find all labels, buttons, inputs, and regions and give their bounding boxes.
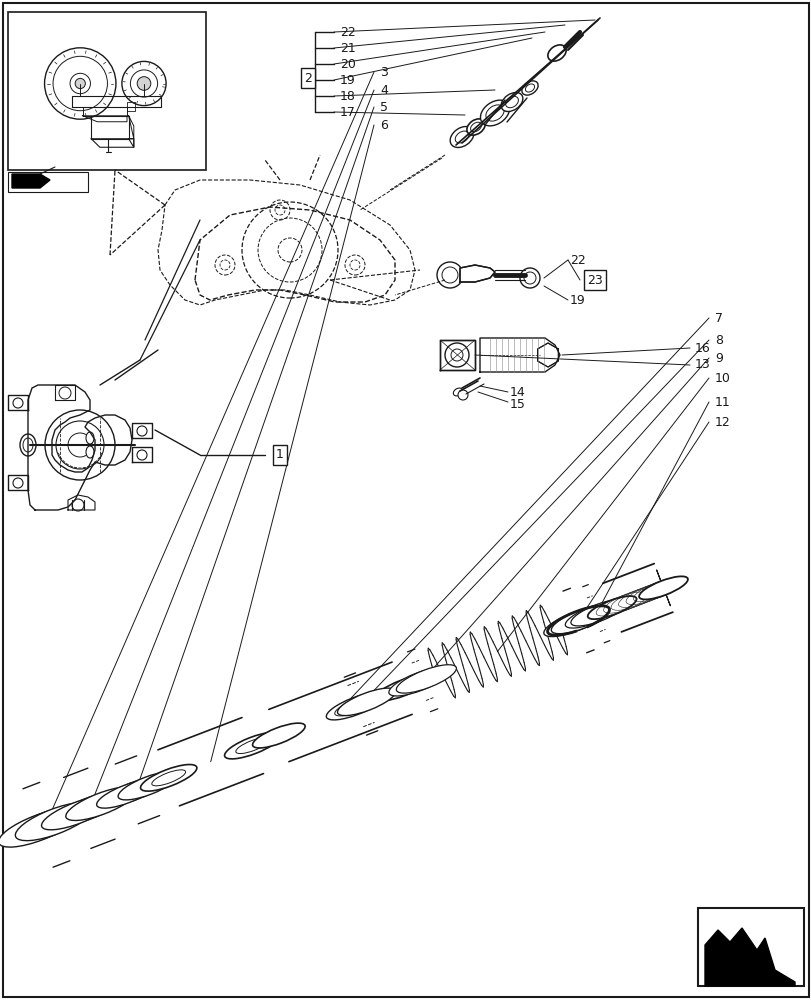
Polygon shape bbox=[28, 385, 132, 510]
Ellipse shape bbox=[252, 723, 305, 748]
Text: 21: 21 bbox=[340, 42, 355, 55]
Ellipse shape bbox=[564, 601, 621, 628]
Ellipse shape bbox=[97, 780, 157, 808]
Ellipse shape bbox=[30, 818, 61, 832]
Ellipse shape bbox=[500, 92, 522, 112]
Ellipse shape bbox=[453, 388, 462, 396]
Text: 17: 17 bbox=[340, 106, 355, 119]
Text: 5: 5 bbox=[380, 101, 388, 114]
Ellipse shape bbox=[118, 772, 178, 800]
Text: 18: 18 bbox=[340, 90, 355, 103]
Circle shape bbox=[75, 78, 85, 89]
Polygon shape bbox=[479, 338, 560, 372]
Ellipse shape bbox=[114, 780, 158, 801]
Polygon shape bbox=[12, 174, 50, 188]
Circle shape bbox=[72, 499, 84, 511]
Ellipse shape bbox=[12, 809, 79, 841]
Polygon shape bbox=[440, 340, 474, 370]
Ellipse shape bbox=[543, 607, 605, 637]
Ellipse shape bbox=[54, 791, 125, 825]
Text: 22: 22 bbox=[340, 26, 355, 39]
Ellipse shape bbox=[396, 665, 456, 693]
Bar bbox=[697, 908, 803, 986]
Ellipse shape bbox=[140, 765, 196, 791]
Ellipse shape bbox=[20, 434, 36, 456]
Polygon shape bbox=[704, 928, 794, 986]
Ellipse shape bbox=[225, 732, 281, 759]
Text: 19: 19 bbox=[340, 74, 355, 87]
Ellipse shape bbox=[337, 688, 395, 716]
Ellipse shape bbox=[551, 604, 612, 634]
Ellipse shape bbox=[334, 696, 375, 716]
Text: 15: 15 bbox=[509, 397, 526, 410]
Bar bbox=[8, 12, 206, 170]
Text: 14: 14 bbox=[509, 385, 525, 398]
Ellipse shape bbox=[521, 81, 538, 95]
Ellipse shape bbox=[326, 692, 384, 720]
Text: 7: 7 bbox=[714, 312, 722, 324]
Ellipse shape bbox=[235, 738, 269, 754]
Text: 13: 13 bbox=[694, 359, 710, 371]
Text: 3: 3 bbox=[380, 66, 388, 79]
Ellipse shape bbox=[6, 806, 85, 844]
Ellipse shape bbox=[466, 119, 484, 135]
Ellipse shape bbox=[152, 770, 186, 786]
Ellipse shape bbox=[587, 596, 636, 619]
Text: 1: 1 bbox=[276, 448, 284, 462]
Text: 6: 6 bbox=[380, 119, 388, 132]
Text: 8: 8 bbox=[714, 334, 722, 347]
Polygon shape bbox=[460, 265, 495, 282]
Ellipse shape bbox=[22, 814, 69, 837]
Ellipse shape bbox=[576, 607, 610, 623]
Ellipse shape bbox=[61, 795, 118, 822]
Ellipse shape bbox=[638, 576, 687, 599]
Ellipse shape bbox=[41, 796, 113, 830]
Text: 11: 11 bbox=[714, 395, 730, 408]
Text: 12: 12 bbox=[714, 416, 730, 428]
Circle shape bbox=[137, 77, 151, 90]
Circle shape bbox=[519, 268, 539, 288]
Ellipse shape bbox=[66, 787, 137, 820]
Ellipse shape bbox=[106, 776, 166, 805]
Ellipse shape bbox=[0, 809, 77, 847]
Ellipse shape bbox=[388, 668, 448, 696]
Ellipse shape bbox=[71, 799, 108, 817]
Ellipse shape bbox=[400, 673, 437, 691]
Text: 4: 4 bbox=[380, 84, 388, 97]
Text: 22: 22 bbox=[569, 253, 585, 266]
Text: 2: 2 bbox=[303, 72, 311, 85]
Ellipse shape bbox=[375, 676, 428, 701]
Bar bbox=[8, 172, 88, 192]
Ellipse shape bbox=[86, 432, 94, 444]
Ellipse shape bbox=[480, 100, 509, 126]
Ellipse shape bbox=[15, 802, 94, 841]
Ellipse shape bbox=[449, 127, 474, 147]
Circle shape bbox=[436, 262, 462, 288]
Text: 23: 23 bbox=[586, 273, 602, 286]
Text: 10: 10 bbox=[714, 371, 730, 384]
Circle shape bbox=[457, 390, 467, 400]
Ellipse shape bbox=[86, 446, 94, 458]
Text: 20: 20 bbox=[340, 58, 355, 71]
Ellipse shape bbox=[570, 599, 626, 626]
Text: 19: 19 bbox=[569, 294, 585, 306]
Text: 9: 9 bbox=[714, 352, 722, 364]
Ellipse shape bbox=[547, 45, 565, 61]
Text: 16: 16 bbox=[694, 342, 710, 355]
Polygon shape bbox=[537, 343, 558, 367]
